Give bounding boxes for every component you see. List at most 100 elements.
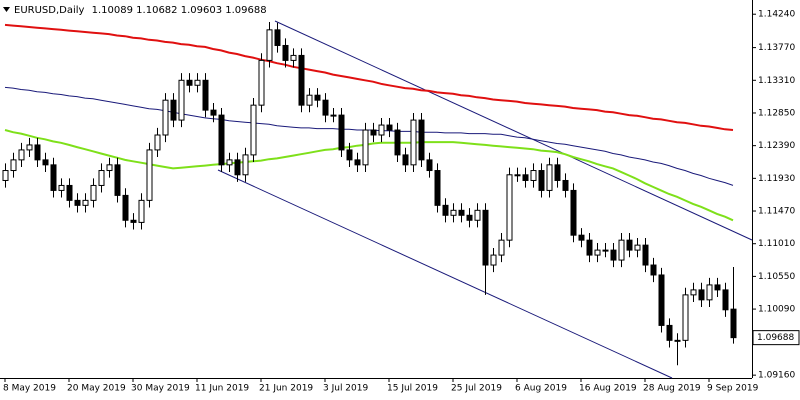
candle-body: [42, 159, 49, 166]
candle-body: [714, 284, 721, 291]
candle-body: [666, 324, 673, 341]
x-tick-label: 25 Jul 2019: [451, 384, 502, 394]
candle-body: [18, 149, 25, 161]
candle-body: [498, 239, 505, 256]
candle-body: [658, 274, 665, 326]
candle-body: [330, 114, 337, 117]
candle-body: [602, 249, 609, 252]
x-tick-label: 3 Jul 2019: [323, 384, 368, 394]
candle-body: [306, 94, 313, 106]
candle-body: [450, 209, 457, 216]
candle-body: [138, 199, 145, 223]
candle-body: [298, 54, 305, 106]
candle-body: [282, 44, 289, 61]
x-tick-label: 16 Aug 2019: [579, 384, 637, 394]
candle-body: [482, 209, 489, 266]
candle-body: [378, 124, 385, 136]
x-tick-label: 11 Jun 2019: [195, 384, 249, 394]
x-tick-label: 21 Jun 2019: [259, 384, 313, 394]
candle-body: [642, 244, 649, 266]
candle-body: [194, 79, 201, 86]
y-tick-label: 1.10090: [758, 305, 795, 315]
candle-body: [122, 194, 129, 221]
candle-body: [474, 209, 481, 221]
candle-body: [178, 79, 185, 121]
x-tick-label: 6 Aug 2019: [515, 384, 567, 394]
candle-body: [154, 134, 161, 151]
candle-body: [90, 184, 97, 201]
trend-line: [217, 169, 673, 379]
candle-body: [522, 174, 529, 181]
candle-body: [514, 174, 521, 177]
candle-body: [346, 149, 353, 161]
header-close: 1.09688: [225, 5, 266, 16]
candle-body: [530, 170, 537, 181]
candle-body: [578, 234, 585, 241]
candle-body: [394, 129, 401, 156]
candle-body: [242, 154, 249, 176]
price-label: 1.09688: [757, 333, 794, 343]
plot-area: [2, 22, 737, 366]
header-low: 1.09603: [181, 5, 222, 16]
candle-body: [570, 189, 577, 236]
candle-body: [506, 174, 513, 241]
candle-body: [610, 249, 617, 261]
candle-body: [50, 164, 57, 191]
candle-body: [258, 59, 265, 106]
y-tick-label: 1.11930: [758, 174, 795, 184]
x-tick-label: 20 May 2019: [67, 384, 126, 394]
candle-body: [386, 124, 393, 131]
candle-body: [210, 109, 217, 116]
candle-body: [650, 264, 657, 276]
candle-body: [34, 144, 41, 161]
candle-body: [458, 209, 465, 216]
candle-body: [618, 239, 625, 261]
candle-body: [170, 99, 177, 121]
candle-body: [354, 159, 361, 166]
symbol: EURUSD,Daily: [14, 5, 85, 16]
y-tick-label: 1.10550: [758, 272, 795, 282]
candle-body: [690, 289, 697, 296]
y-tick-label: 1.12850: [758, 108, 795, 118]
y-tick-label: 1.13310: [758, 76, 795, 86]
y-tick-label: 1.14240: [758, 10, 795, 20]
candle-body: [442, 204, 449, 216]
candle-body: [74, 199, 81, 206]
y-tick-label: 1.11010: [758, 239, 795, 249]
candle-body: [434, 170, 441, 206]
y-tick-label: 1.13770: [758, 43, 795, 53]
header-arrow: [3, 7, 10, 12]
candle-body: [370, 129, 377, 136]
candle-body: [538, 170, 545, 191]
candle-body: [66, 184, 73, 201]
y-tick-label: 1.11470: [758, 207, 795, 217]
candle-body: [562, 179, 569, 191]
candle-body: [290, 54, 297, 61]
candle-body: [234, 159, 241, 176]
candle-body: [250, 104, 257, 156]
candle-body: [314, 94, 321, 101]
candle-body: [114, 164, 121, 196]
candle-body: [402, 154, 409, 166]
candle-body: [730, 308, 737, 339]
candle-body: [722, 289, 729, 311]
trend-line: [274, 20, 753, 241]
x-tick-label: 15 Jul 2019: [387, 384, 438, 394]
candle-body: [98, 170, 105, 186]
candle-body: [226, 159, 233, 166]
candle-body: [362, 129, 369, 166]
candle-body: [274, 29, 281, 46]
candle-body: [698, 289, 705, 301]
candle-body: [426, 159, 433, 172]
candle-body: [626, 239, 633, 251]
candle-body: [218, 114, 225, 166]
x-tick-label: 8 May 2019: [3, 384, 56, 394]
header-open: 1.10089: [92, 5, 133, 16]
candle-body: [322, 99, 329, 116]
candle-body: [146, 149, 153, 201]
candle-body: [586, 239, 593, 256]
candle-body: [2, 170, 9, 181]
y-tick-label: 1.12390: [758, 141, 795, 151]
